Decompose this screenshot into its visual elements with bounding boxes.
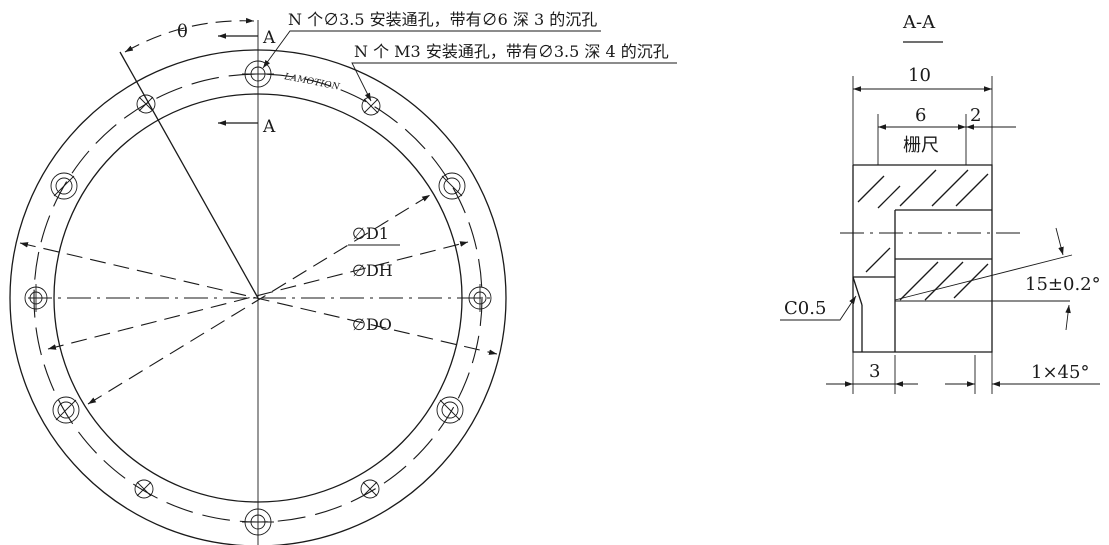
angle-reference-line — [119, 51, 259, 299]
dim-10-label: 10 — [908, 65, 931, 86]
scale-label: 栅尺 — [903, 135, 939, 156]
do-label: ∅DO — [352, 315, 392, 334]
front-view: A A θ N 个∅3.5 安装通孔，带有∅6 深 3 的沉孔 N 个 M3 安… — [9, 10, 677, 545]
section-marker-bottom: A — [262, 117, 276, 137]
counterbore-leader — [262, 30, 601, 69]
m3-leader — [351, 62, 677, 102]
section-title: A-A — [902, 12, 936, 33]
m3-hole-1 — [136, 94, 156, 114]
m3-hole-4 — [360, 479, 380, 499]
m3-note: N 个 M3 安装通孔，带有∅3.5 深 4 的沉孔 — [354, 42, 669, 61]
c05-label: C0.5 — [784, 298, 826, 319]
m3-hole-2 — [361, 96, 381, 116]
chamfer-right-label: 1×45° — [1031, 362, 1089, 383]
hole-bottom — [242, 508, 274, 536]
d1-label: ∅D1 — [352, 224, 389, 243]
dim-6-label: 6 — [915, 105, 926, 126]
section-marker-top: A — [262, 28, 276, 48]
m3-hole-3 — [134, 479, 154, 499]
hole-upper-left — [50, 172, 78, 200]
theta-label: θ — [177, 21, 188, 42]
section-outline — [852, 164, 993, 353]
theta-arc — [124, 17, 255, 53]
dim-2-label: 2 — [970, 105, 981, 126]
hole-lower-left — [52, 396, 80, 424]
c05-leader — [780, 295, 857, 321]
dh-label: ∅DH — [352, 261, 393, 280]
brand-text: LAMOTION — [282, 72, 341, 93]
hole-top — [242, 60, 274, 88]
dim-3-label: 3 — [869, 361, 880, 382]
section-view: A-A 10 6 2 栅尺 — [780, 12, 1101, 394]
counterbore-note: N 个∅3.5 安装通孔，带有∅6 深 3 的沉孔 — [288, 10, 597, 29]
hole-upper-right — [438, 172, 466, 200]
do-dimension-line — [19, 242, 498, 355]
section-hatching — [857, 169, 989, 301]
hole-lower-right — [436, 396, 464, 424]
angle-note: 15±0.2° — [1025, 274, 1101, 295]
